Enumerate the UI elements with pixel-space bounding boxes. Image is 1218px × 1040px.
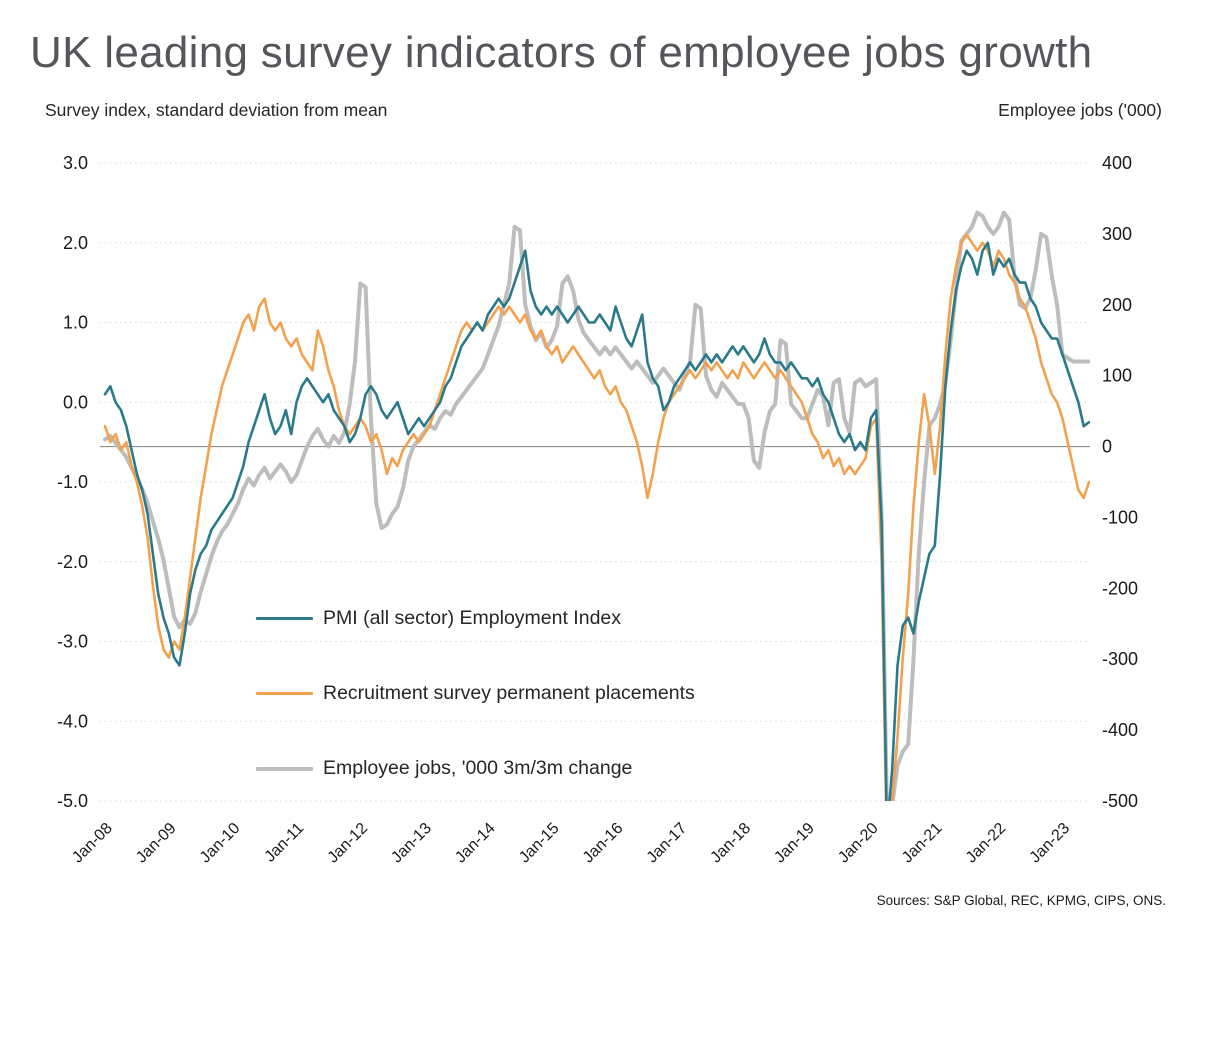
svg-text:-4.0: -4.0 bbox=[57, 712, 88, 732]
svg-text:3.0: 3.0 bbox=[63, 153, 88, 173]
svg-text:Jan-19: Jan-19 bbox=[771, 820, 818, 867]
svg-text:Jan-11: Jan-11 bbox=[262, 820, 308, 866]
svg-text:1.0: 1.0 bbox=[63, 313, 88, 333]
legend-label-recruitment: Recruitment survey permanent placements bbox=[323, 682, 695, 705]
chart-page: UK leading survey indicators of employee… bbox=[0, 18, 1218, 923]
svg-text:Jan-10: Jan-10 bbox=[197, 820, 244, 867]
svg-text:Jan-20: Jan-20 bbox=[835, 820, 882, 867]
legend-item-pmi: PMI (all sector) Employment Index bbox=[256, 607, 695, 630]
chart-title: UK leading survey indicators of employee… bbox=[30, 28, 1093, 77]
svg-text:-3.0: -3.0 bbox=[57, 632, 88, 652]
svg-text:Jan-23: Jan-23 bbox=[1027, 820, 1074, 867]
left-axis-caption: Survey index, standard deviation from me… bbox=[45, 100, 388, 121]
sources-note: Sources: S&P Global, REC, KPMG, CIPS, ON… bbox=[876, 893, 1166, 909]
svg-text:0: 0 bbox=[1102, 437, 1112, 457]
svg-text:Jan-18: Jan-18 bbox=[707, 820, 754, 867]
chart-legend: PMI (all sector) Employment Index Recrui… bbox=[256, 607, 695, 780]
svg-text:Jan-15: Jan-15 bbox=[516, 820, 563, 867]
legend-item-recruitment: Recruitment survey permanent placements bbox=[256, 682, 695, 705]
svg-text:Jan-12: Jan-12 bbox=[325, 820, 372, 867]
svg-text:-2.0: -2.0 bbox=[57, 552, 88, 572]
line-chart: 3.0 2.0 1.0 0.0 -1.0 -2.0 -3.0 -4.0 -5.0 400 300 20… bbox=[57, 153, 1138, 867]
svg-text:-400: -400 bbox=[1102, 721, 1138, 741]
svg-text:200: 200 bbox=[1102, 295, 1132, 315]
svg-text:Jan-21: Jan-21 bbox=[899, 820, 946, 867]
axis-captions: Survey index, standard deviation from me… bbox=[45, 100, 1162, 121]
right-axis-caption: Employee jobs ('000) bbox=[998, 100, 1162, 121]
svg-text:Jan-17: Jan-17 bbox=[644, 820, 691, 867]
chart-area: 3.0 2.0 1.0 0.0 -1.0 -2.0 -3.0 -4.0 -5.0 400 300 20… bbox=[0, 123, 1218, 923]
svg-text:Jan-09: Jan-09 bbox=[133, 820, 180, 867]
svg-text:-200: -200 bbox=[1102, 579, 1138, 599]
recruitment-line-swatch bbox=[256, 692, 313, 696]
svg-text:-300: -300 bbox=[1102, 650, 1138, 670]
svg-text:-100: -100 bbox=[1102, 508, 1138, 528]
legend-label-employee-jobs: Employee jobs, '000 3m/3m change bbox=[323, 757, 633, 780]
svg-text:Jan-14: Jan-14 bbox=[452, 820, 499, 867]
svg-text:-5.0: -5.0 bbox=[57, 791, 88, 811]
svg-text:Jan-22: Jan-22 bbox=[963, 820, 1010, 867]
employee-jobs-line-swatch bbox=[256, 766, 313, 771]
svg-text:Jan-08: Jan-08 bbox=[69, 820, 116, 867]
pmi-line-swatch bbox=[256, 617, 313, 621]
legend-label-pmi: PMI (all sector) Employment Index bbox=[323, 607, 622, 630]
svg-text:0.0: 0.0 bbox=[63, 393, 88, 413]
svg-text:300: 300 bbox=[1102, 224, 1132, 244]
svg-text:2.0: 2.0 bbox=[63, 233, 88, 253]
svg-text:-1.0: -1.0 bbox=[57, 472, 88, 492]
svg-text:Jan-13: Jan-13 bbox=[388, 820, 435, 867]
svg-text:100: 100 bbox=[1102, 366, 1132, 386]
svg-text:-500: -500 bbox=[1102, 791, 1138, 811]
svg-text:400: 400 bbox=[1102, 153, 1132, 173]
svg-text:Jan-16: Jan-16 bbox=[580, 820, 627, 867]
legend-item-employee-jobs: Employee jobs, '000 3m/3m change bbox=[256, 757, 695, 780]
